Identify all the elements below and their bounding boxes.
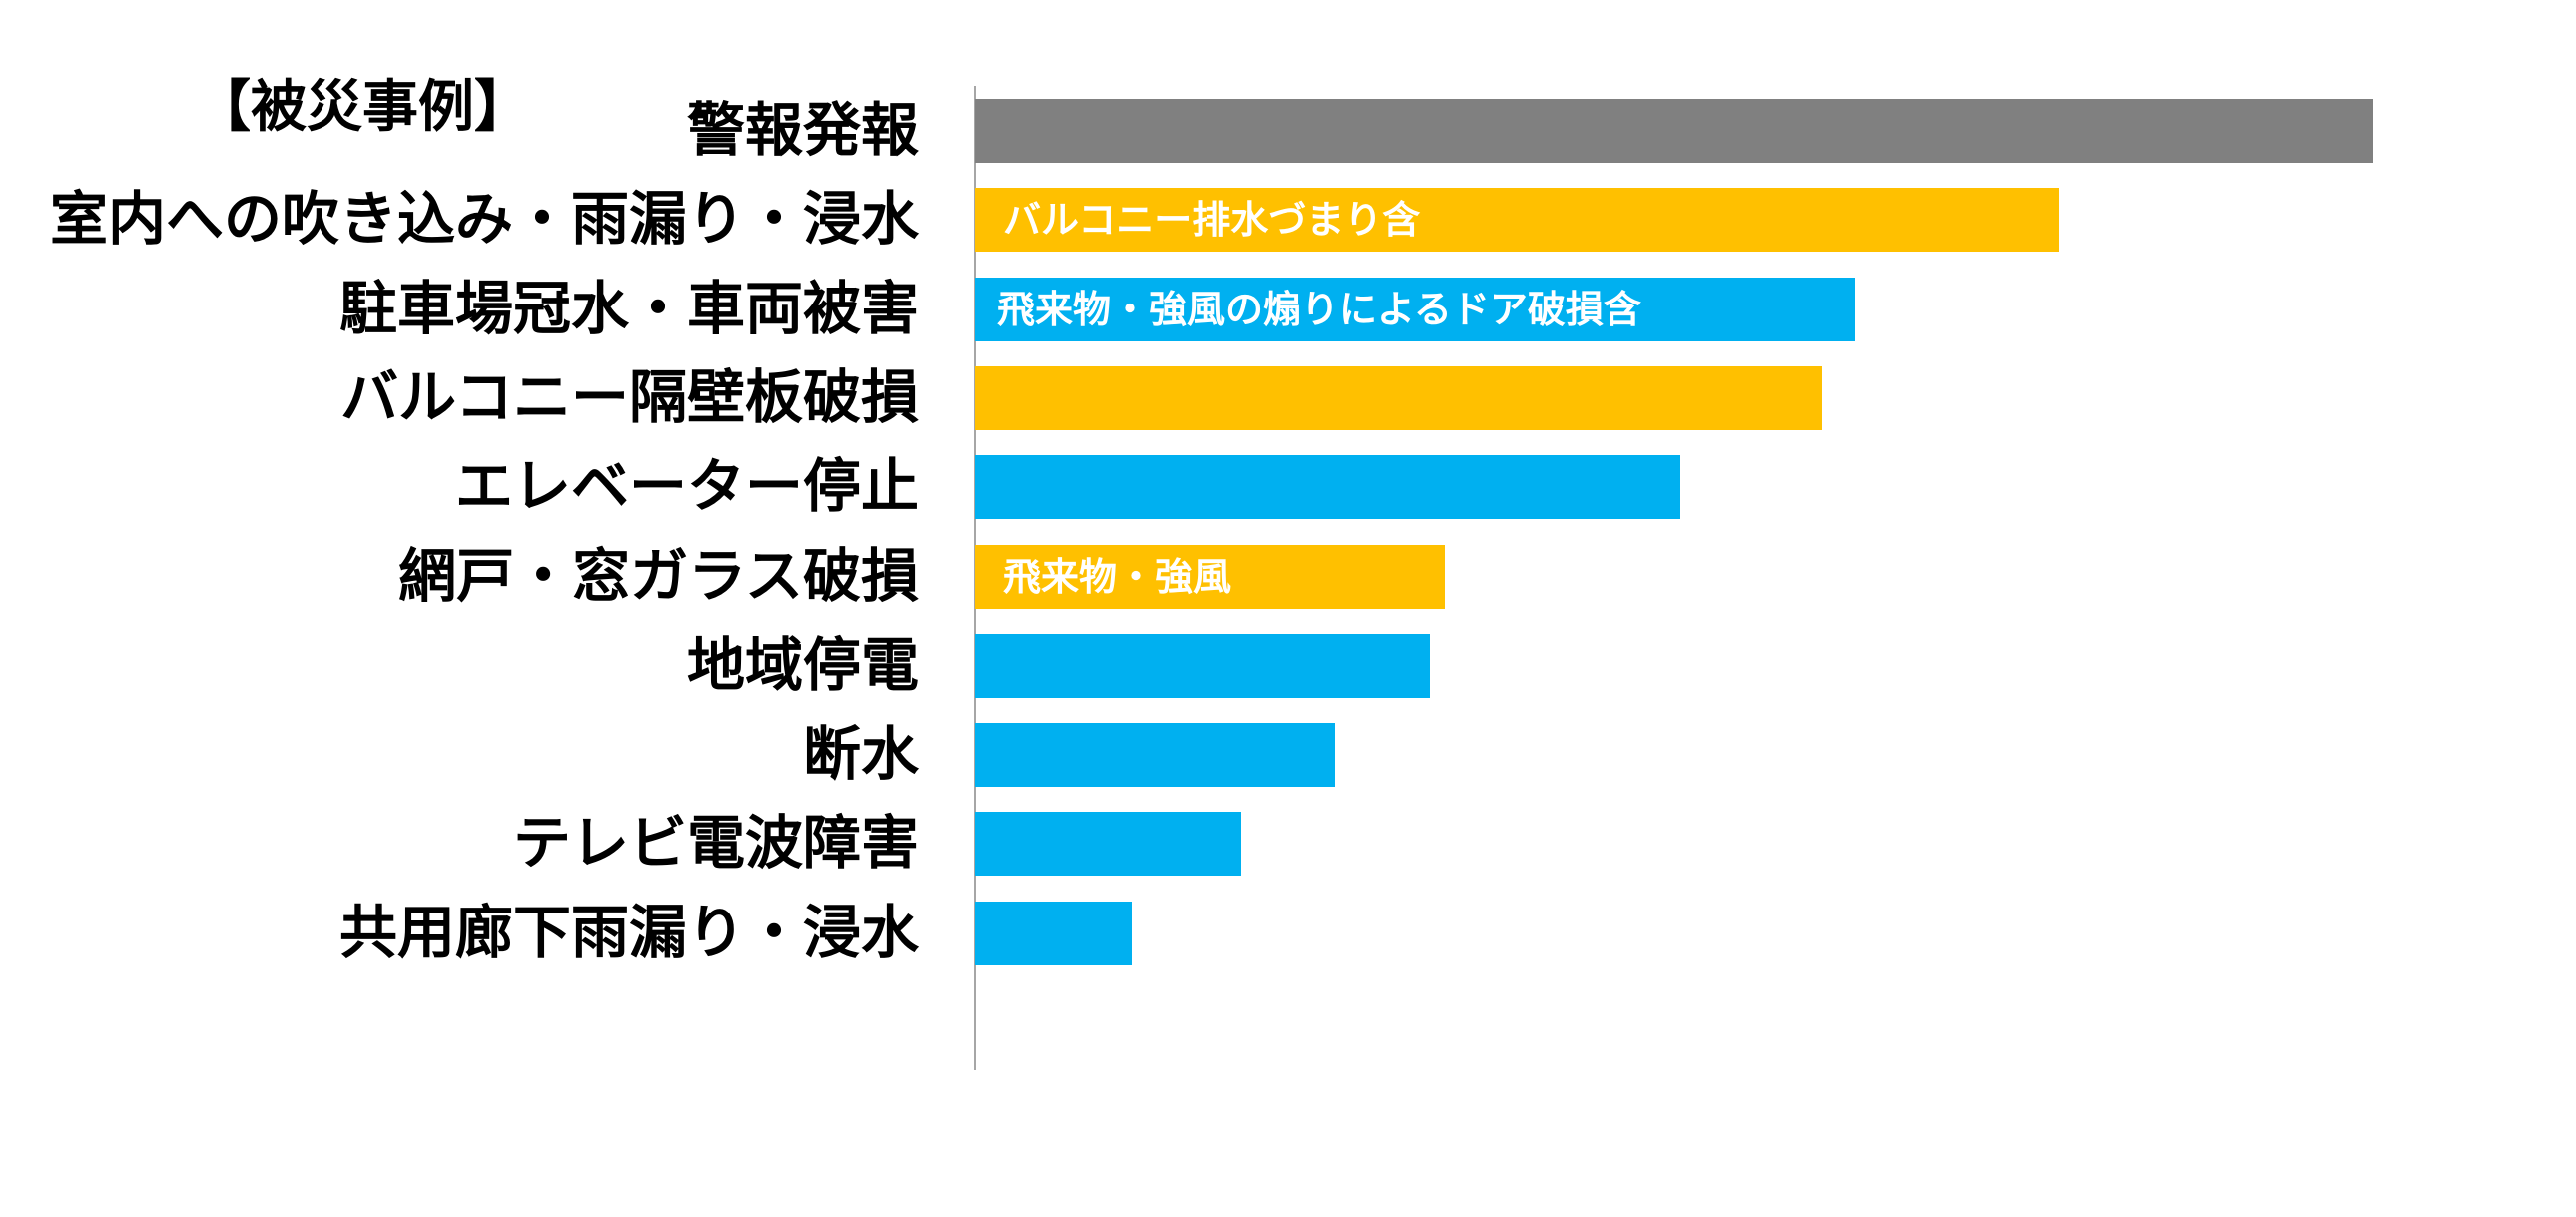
category-label: バルコニー隔壁板破損 xyxy=(340,362,919,431)
category-label: 室内への吹き込み・雨漏り・浸水 xyxy=(49,185,919,254)
bar xyxy=(975,99,2373,163)
bar-annotation: バルコニー排水づまり含 xyxy=(1003,198,1421,243)
category-label: テレビ電波障害 xyxy=(512,809,919,878)
bar xyxy=(975,812,1241,877)
category-label: 警報発報 xyxy=(686,96,919,164)
bar xyxy=(975,723,1335,788)
bar: バルコニー排水づまり含 xyxy=(975,188,2059,253)
bar xyxy=(975,365,1823,430)
bar: 飛来物・強風の煽りによるドア破損含 xyxy=(975,277,1855,341)
bar xyxy=(975,633,1430,698)
category-label: 地域停電 xyxy=(686,630,919,699)
category-label: 共用廊下雨漏り・浸水 xyxy=(338,898,919,966)
category-label: 網戸・窓ガラス破損 xyxy=(398,541,919,610)
category-label: 駐車場冠水・車両被害 xyxy=(338,274,919,342)
bar-annotation: 飛来物・強風の煽りによるドア破損含 xyxy=(997,287,1641,331)
bar xyxy=(975,901,1132,965)
category-label: エレベーター停止 xyxy=(454,452,919,521)
chart-title: 【被災事例】 xyxy=(195,75,530,140)
category-label: 断水 xyxy=(802,720,919,789)
bar-annotation: 飛来物・強風 xyxy=(1003,554,1232,599)
bar xyxy=(975,455,1680,520)
bar: 飛来物・強風 xyxy=(975,544,1446,609)
